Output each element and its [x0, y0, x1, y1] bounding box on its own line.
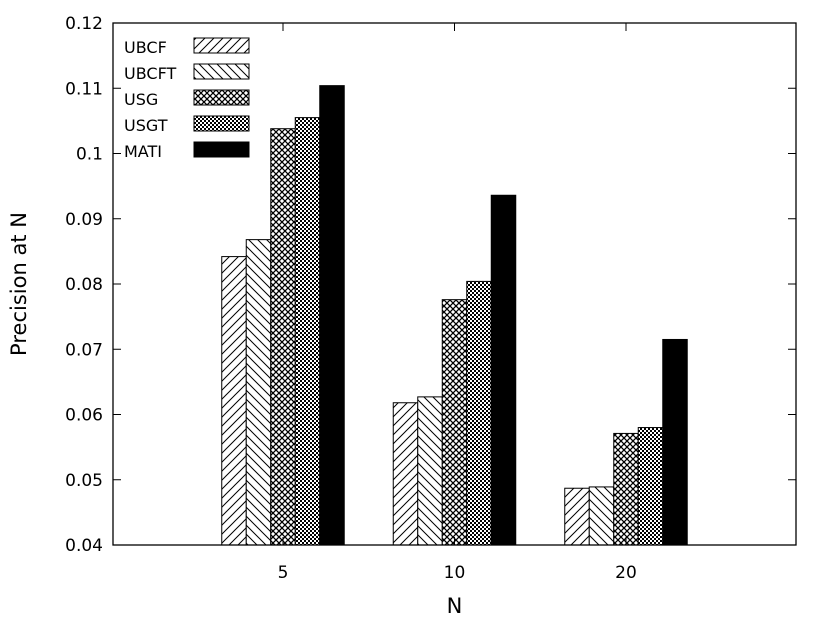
bar-usgt-10: [466, 280, 492, 546]
bar-ubcf-5: [221, 256, 247, 546]
y-tick-label: 0.05: [65, 471, 103, 491]
legend-label-usg: USG: [124, 90, 158, 109]
bar-usgt-20: [637, 427, 664, 546]
x-axis-title: N: [447, 594, 463, 618]
y-axis-title: Precision at N: [7, 212, 31, 356]
x-axis-ticks: 5 10 20: [278, 23, 637, 583]
bar-usgt-5: [294, 117, 321, 546]
bar-ubcf-10: [392, 402, 419, 546]
bar-ubcft-5: [245, 239, 272, 546]
y-tick-label: 0.07: [65, 340, 103, 360]
bar-usg-10: [441, 299, 468, 546]
y-tick-label: 0.12: [65, 14, 103, 34]
bar-ubcft-10: [417, 396, 443, 546]
x-tick-label: 10: [444, 563, 466, 583]
x-tick-label: 20: [615, 563, 637, 583]
legend-label-usgt: USGT: [124, 116, 168, 135]
legend-swatch-usg: [193, 89, 250, 106]
bar-ubcf-20: [564, 487, 590, 546]
legend-swatch-ubcft: [193, 63, 250, 80]
legend-label-ubcft: UBCFT: [124, 64, 177, 83]
y-tick-label: 0.06: [65, 406, 103, 426]
y-tick-label: 0.09: [65, 210, 103, 230]
bar-mati-5: [319, 85, 345, 546]
legend-label-ubcf: UBCF: [124, 38, 167, 57]
legend-swatch-ubcf: [193, 37, 250, 54]
y-tick-label: 0.04: [65, 536, 103, 556]
y-tick-label: 0.08: [65, 275, 103, 295]
bar-usg-5: [270, 128, 296, 546]
y-tick-label: 0.11: [65, 79, 103, 99]
bar-usg-20: [613, 432, 639, 546]
legend: UBCF UBCFT USG USGT MATI: [124, 37, 250, 161]
x-tick-label: 5: [278, 563, 289, 583]
y-axis-ticks: 0.04 0.05 0.06 0.07 0.08 0.09 0.1 0.11 0.12: [65, 14, 796, 556]
bar-ubcft-20: [588, 486, 615, 546]
bar-mati-20: [662, 338, 688, 546]
legend-swatch-mati: [193, 141, 250, 158]
legend-swatch-usgt: [193, 115, 250, 132]
bars-layer: [221, 85, 688, 546]
y-tick-label: 0.1: [76, 145, 103, 165]
legend-label-mati: MATI: [124, 142, 162, 161]
bar-mati-10: [490, 194, 517, 546]
